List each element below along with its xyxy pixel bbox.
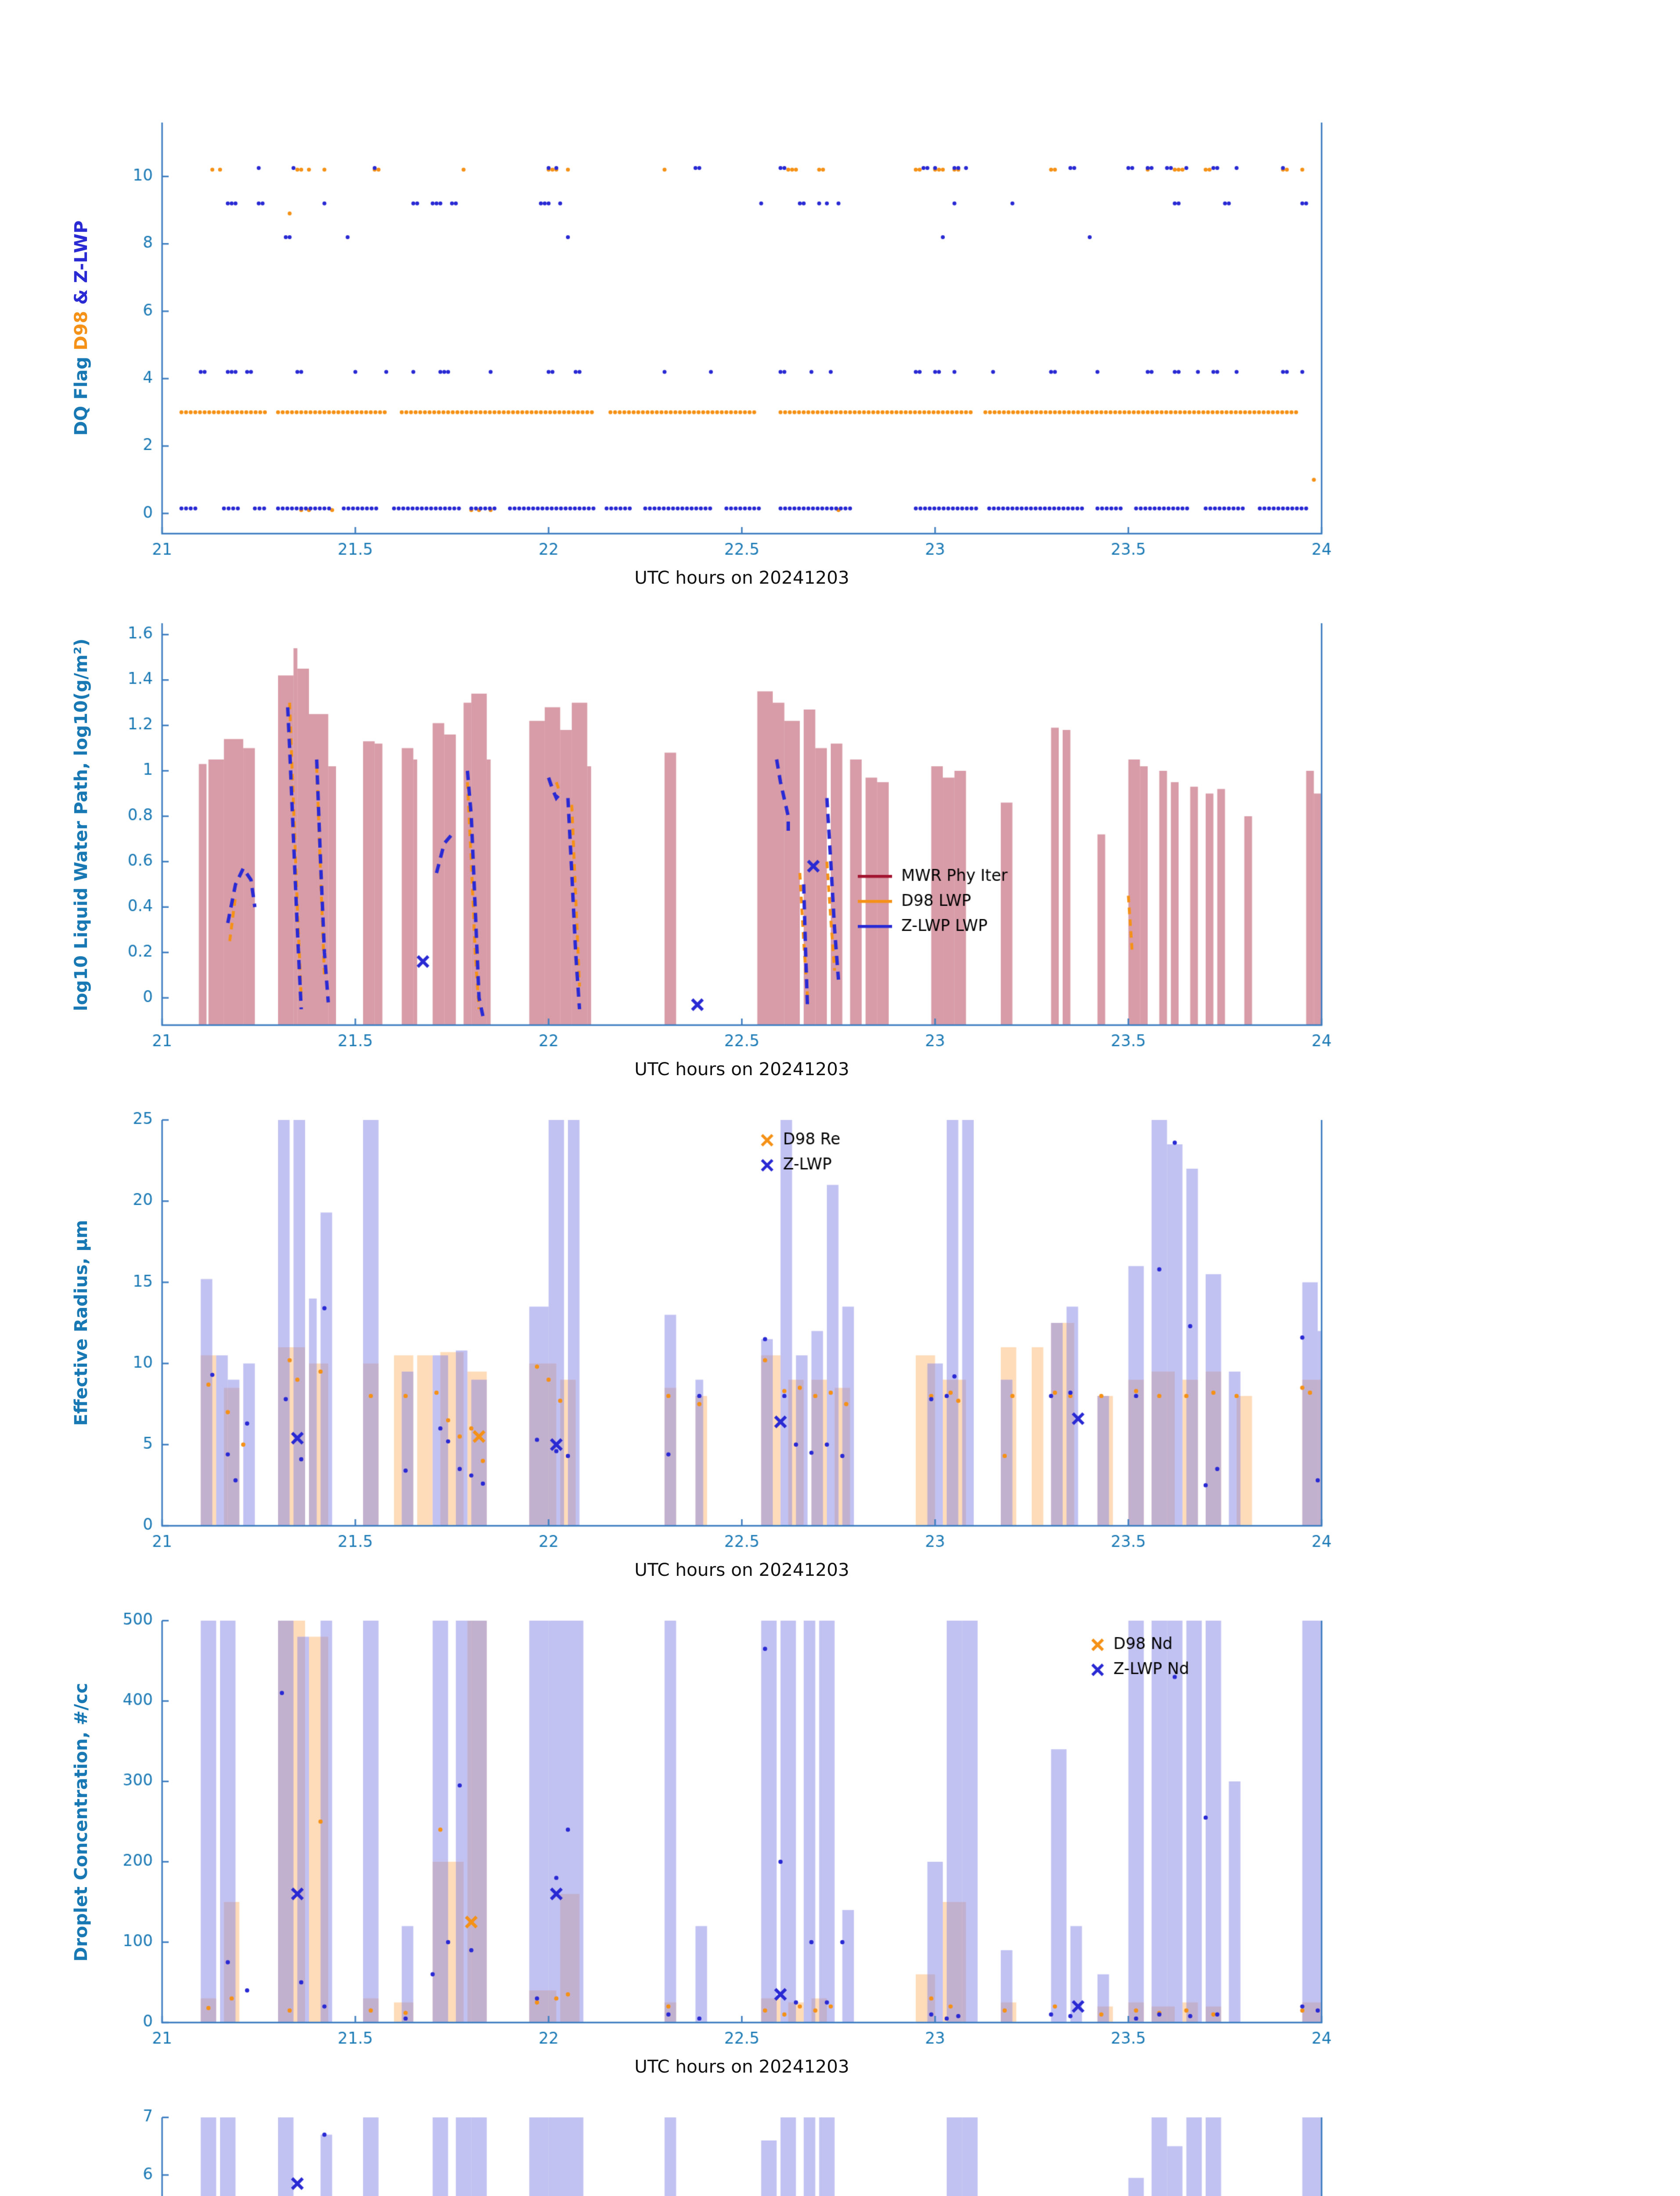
y-axis-label-part: DQ Flag xyxy=(71,350,92,436)
y-axis-label-part: & Z-LWP xyxy=(71,220,92,305)
panel-lwp: log10 Liquid Water Path, log10(g/m²) UTC … xyxy=(0,610,1680,1091)
y-axis-label-lwp: log10 Liquid Water Path, log10(g/m²) xyxy=(71,638,92,1011)
y-axis-label-dq-flag: DQ Flag D98 & Z-LWP xyxy=(71,220,92,436)
y-axis-label-part: Droplet Concentration, #/cc xyxy=(71,1682,92,1961)
y-axis-label-part: log10 Liquid Water Path, log10(g/m²) xyxy=(71,638,92,1011)
x-axis-label-dq-flag: UTC hours on 20241203 xyxy=(634,568,849,589)
y-axis-label-effective-radius: Effective Radius, μm xyxy=(71,1220,92,1426)
panel-optical-depth: Optical DepthUTC hours on 20241203 xyxy=(0,2104,1680,2196)
plot-canvas-optical-depth xyxy=(0,2104,1680,2196)
y-axis-label-droplet-concentration: Droplet Concentration, #/cc xyxy=(71,1682,92,1961)
y-axis-label-part: D98 xyxy=(71,304,92,350)
plot-canvas-droplet-concentration xyxy=(0,1607,1680,2075)
plot-canvas-dq-flag xyxy=(0,109,1680,586)
panel-droplet-concentration: Droplet Concentration, #/cc UTC hours on … xyxy=(0,1607,1680,2088)
plot-canvas-lwp xyxy=(0,610,1680,1078)
plot-canvas-effective-radius xyxy=(0,1107,1680,1578)
x-axis-label-effective-radius: UTC hours on 20241203 xyxy=(634,1560,849,1581)
y-axis-label-part: Effective Radius, μm xyxy=(71,1220,92,1426)
panel-effective-radius: Effective Radius, μm UTC hours on 2024120… xyxy=(0,1107,1680,1592)
panel-dq-flag: DQ Flag D98 & Z-LWP UTC hours on 20241203 xyxy=(0,109,1680,600)
x-axis-label-droplet-concentration: UTC hours on 20241203 xyxy=(634,2057,849,2078)
x-axis-label-lwp: UTC hours on 20241203 xyxy=(634,1059,849,1080)
